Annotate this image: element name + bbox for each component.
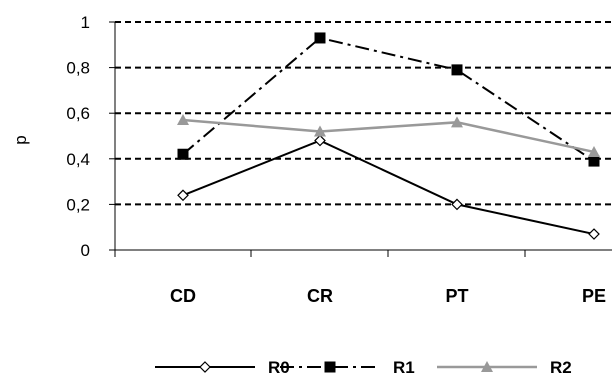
legend-label-r2: R2	[550, 358, 572, 377]
data-point-r2	[177, 114, 189, 126]
data-point-r0	[451, 198, 463, 211]
legend-label-r0: R0	[268, 358, 290, 377]
x-tick-label: CR	[307, 286, 333, 306]
legend: R0 R1 R2	[155, 358, 572, 377]
series-line-r0	[182, 139, 595, 236]
y-tick-label: 0,2	[66, 195, 90, 214]
legend-marker-r1	[324, 361, 336, 373]
series-line-r1	[182, 36, 595, 162]
y-tick-label: 0	[81, 241, 90, 260]
y-tick-label: 1	[81, 13, 90, 32]
gridlines	[115, 21, 612, 206]
y-axis-label: p	[11, 135, 30, 144]
data-point-r1	[177, 148, 189, 160]
data-point-r0	[177, 189, 189, 202]
legend-label-r1: R1	[393, 358, 415, 377]
x-tick-label: PT	[445, 286, 468, 306]
data-point-r1	[588, 155, 600, 167]
x-tick-label: PE	[582, 286, 606, 306]
data-point-r1	[314, 32, 326, 44]
data-point-r2	[314, 125, 326, 137]
x-axis: CD CR PT PE	[114, 249, 612, 306]
data-point-r0	[588, 228, 600, 240]
y-tick-label: 0,8	[66, 59, 90, 78]
y-tick-label: 0,4	[66, 150, 90, 169]
y-axis: 0 0,2 0,4 0,6 0,8 1	[66, 13, 116, 260]
legend-marker-r0	[199, 361, 211, 373]
series-line-r2	[182, 118, 595, 154]
data-point-r2	[451, 116, 463, 128]
legend-marker-r2	[481, 361, 493, 372]
series-lines	[182, 36, 595, 236]
data-point-r2	[588, 145, 600, 157]
y-tick-label: 0,6	[66, 104, 90, 123]
series-markers	[177, 32, 600, 240]
data-point-r1	[451, 64, 463, 76]
x-tick-label: CD	[170, 286, 196, 306]
data-point-r0	[314, 134, 326, 147]
